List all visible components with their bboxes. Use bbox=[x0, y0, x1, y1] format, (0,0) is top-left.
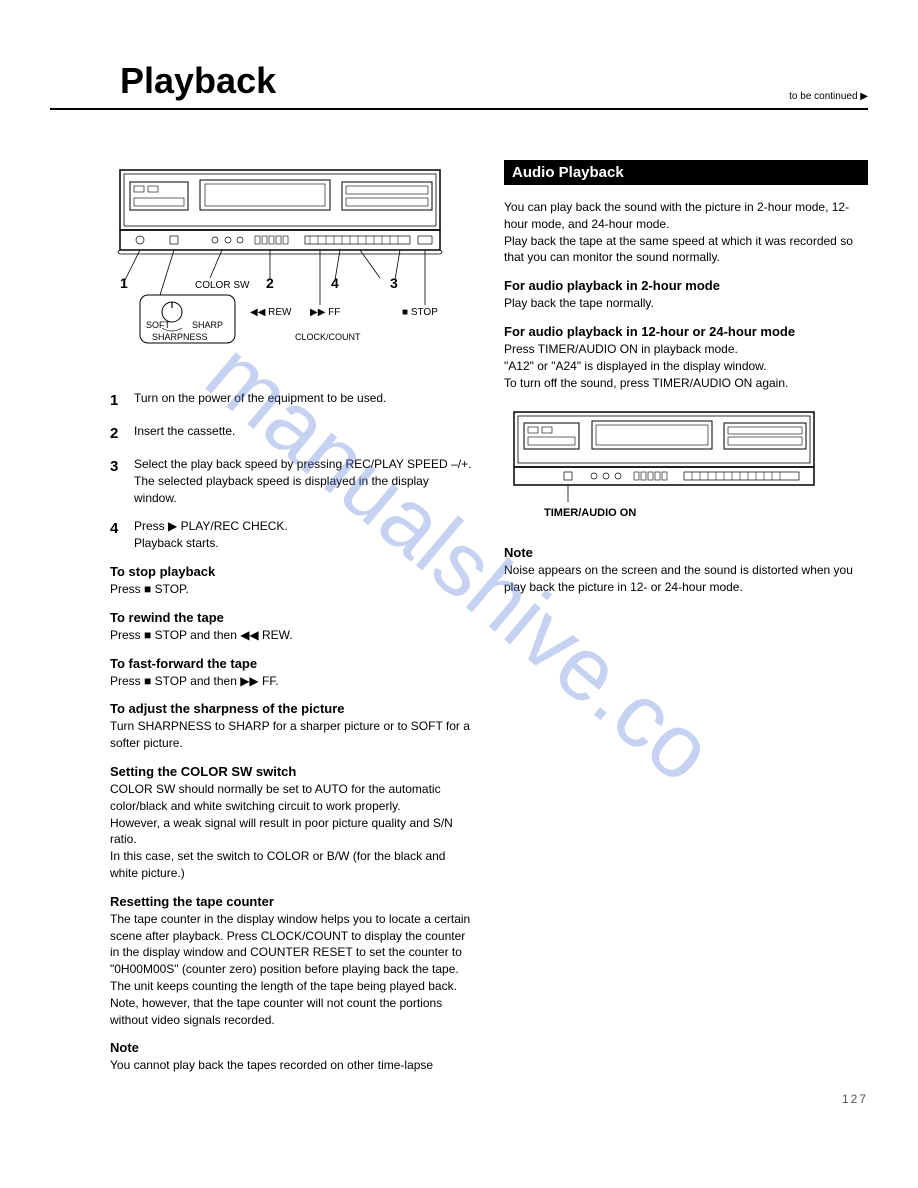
sharp-body: Turn SHARPNESS to SHARP for a sharper pi… bbox=[110, 718, 474, 752]
audio-12h-body: Press TIMER/AUDIO ON in playback mode. "… bbox=[504, 341, 868, 391]
label-sharpness: SHARPNESS bbox=[152, 332, 208, 342]
page-header: Playback to be continued ▶ bbox=[50, 60, 868, 110]
colorsw-body: COLOR SW should normally be set to AUTO … bbox=[110, 781, 474, 882]
label-colorsw: COLOR SW bbox=[195, 280, 250, 291]
stop-head: To stop playback bbox=[110, 564, 474, 579]
label-1: 1 bbox=[120, 275, 128, 291]
step-text-2: Insert the cassette. bbox=[134, 423, 235, 444]
rewind-body: Press ■ STOP and then ◀◀ REW. bbox=[110, 627, 474, 644]
page-number: 127 bbox=[842, 1092, 868, 1106]
left-note-head: Note bbox=[110, 1040, 474, 1055]
step-1: 1 Turn on the power of the equipment to … bbox=[110, 390, 474, 411]
label-4: 4 bbox=[331, 275, 339, 291]
label-clockcount: CLOCK/COUNT bbox=[295, 332, 361, 342]
step-text-3: Select the play back speed by pressing R… bbox=[134, 456, 474, 506]
colorsw-head: Setting the COLOR SW switch bbox=[110, 764, 474, 779]
step-num-4: 4 bbox=[110, 518, 124, 552]
label-ff: ▶▶ FF bbox=[310, 307, 340, 318]
step-4: 4 Press ▶ PLAY/REC CHECK. Playback start… bbox=[110, 518, 474, 552]
left-note-body: You cannot play back the tapes recorded … bbox=[110, 1057, 474, 1074]
right-column: Audio Playback You can play back the sou… bbox=[504, 160, 868, 1086]
label-3: 3 bbox=[390, 275, 398, 291]
right-note-body: Noise appears on the screen and the soun… bbox=[504, 562, 868, 596]
step-num-2: 2 bbox=[110, 423, 124, 444]
step-num-3: 3 bbox=[110, 456, 124, 506]
label-stop: ■ STOP bbox=[402, 307, 438, 318]
label-rew: ◀◀ REW bbox=[250, 307, 292, 318]
rewind-head: To rewind the tape bbox=[110, 610, 474, 625]
stop-body: Press ■ STOP. bbox=[110, 581, 474, 598]
label-soft: SOFT bbox=[146, 320, 171, 330]
step-num-1: 1 bbox=[110, 390, 124, 411]
audio-12h-head: For audio playback in 12-hour or 24-hour… bbox=[504, 324, 868, 339]
continued-label: to be continued ▶ bbox=[789, 91, 868, 102]
right-note-head: Note bbox=[504, 545, 868, 560]
step-text-1: Turn on the power of the equipment to be… bbox=[134, 390, 386, 411]
step-2: 2 Insert the cassette. bbox=[110, 423, 474, 444]
counter-body: The tape counter in the display window h… bbox=[110, 911, 474, 1029]
vcr-diagram-main: SOFT SHARP SHARPNESS 1 COLOR SW 2 4 3 ◀◀… bbox=[110, 160, 474, 360]
audio-2h-head: For audio playback in 2-hour mode bbox=[504, 278, 868, 293]
step-3: 3 Select the play back speed by pressing… bbox=[110, 456, 474, 506]
vcr-diagram-audio: TIMER/AUDIO ON bbox=[504, 407, 868, 519]
audio-playback-header: Audio Playback bbox=[504, 160, 868, 185]
timer-audio-caption: TIMER/AUDIO ON bbox=[544, 507, 868, 519]
step-text-4: Press ▶ PLAY/REC CHECK. Playback starts. bbox=[134, 518, 288, 552]
audio-intro: You can play back the sound with the pic… bbox=[504, 199, 868, 266]
ff-body: Press ■ STOP and then ▶▶ FF. bbox=[110, 673, 474, 690]
label-2: 2 bbox=[266, 275, 274, 291]
page-title: Playback bbox=[50, 60, 276, 102]
sharp-head: To adjust the sharpness of the picture bbox=[110, 701, 474, 716]
ff-head: To fast-forward the tape bbox=[110, 656, 474, 671]
counter-head: Resetting the tape counter bbox=[110, 894, 474, 909]
label-sharp: SHARP bbox=[192, 320, 223, 330]
left-column: SOFT SHARP SHARPNESS 1 COLOR SW 2 4 3 ◀◀… bbox=[50, 160, 474, 1086]
audio-2h-body: Play back the tape normally. bbox=[504, 295, 868, 312]
